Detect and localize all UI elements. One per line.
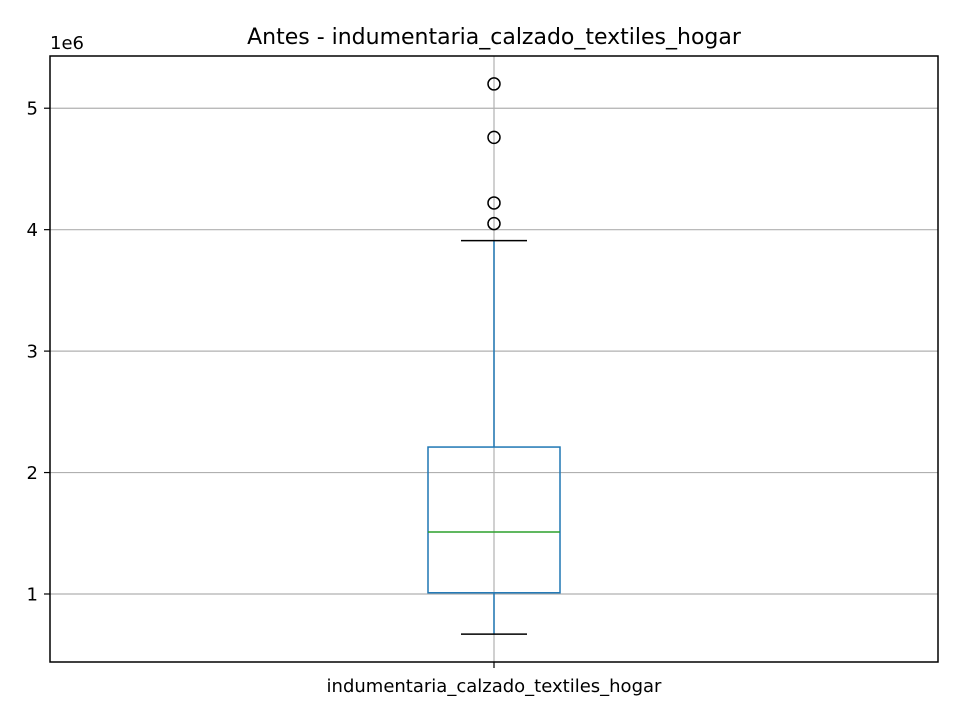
outlier-point (487, 130, 501, 145)
axes: 1 2 3 4 5 indumentaria_calzado_textiles_hogar (27, 55, 939, 697)
y-tick-label: 3 (27, 342, 38, 363)
outlier-point (487, 216, 501, 231)
plot-frame (49, 55, 939, 663)
y-tick-label: 1 (27, 584, 38, 605)
plot-marks (427, 77, 561, 635)
outlier-point (487, 196, 501, 210)
iqr-box (427, 446, 561, 594)
chart-title: Antes - indumentaria_calzado_textiles_ho… (247, 25, 742, 50)
box-group (427, 77, 561, 635)
y-tick-label: 5 (27, 99, 38, 120)
y-tick-label: 4 (27, 220, 38, 241)
y-axis-offset-label: 1e6 (50, 33, 84, 54)
y-tick-label: 2 (27, 463, 38, 484)
x-tick-label: indumentaria_calzado_textiles_hogar (327, 676, 662, 697)
outlier-point (487, 77, 501, 91)
